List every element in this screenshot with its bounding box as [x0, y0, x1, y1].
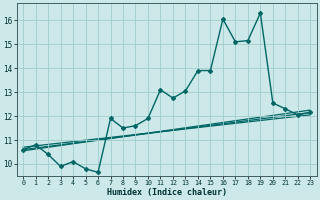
X-axis label: Humidex (Indice chaleur): Humidex (Indice chaleur) [107, 188, 227, 197]
